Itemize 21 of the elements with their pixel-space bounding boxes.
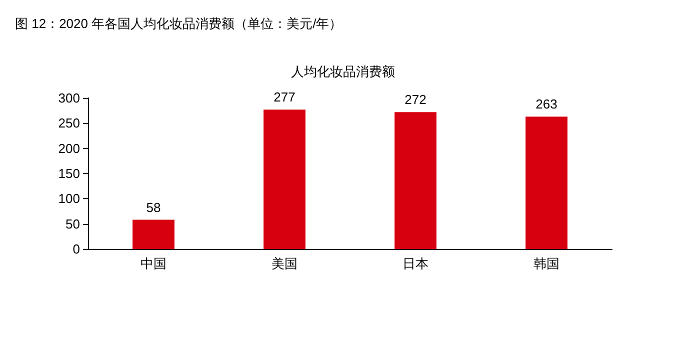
chart-title: 图 12：2020 年各国人均化妆品消费额（单位：美元/年） bbox=[15, 16, 342, 31]
data-label: 272 bbox=[404, 92, 426, 108]
chart-subtitle: 人均化妆品消费额 bbox=[291, 64, 395, 79]
data-label: 277 bbox=[274, 90, 296, 105]
y-tick-label: 250 bbox=[58, 116, 80, 131]
x-tick-label: 美国 bbox=[272, 256, 298, 271]
y-tick-label: 150 bbox=[58, 166, 80, 181]
y-tick-label: 300 bbox=[58, 90, 80, 106]
y-tick-label: 100 bbox=[58, 191, 80, 206]
data-label: 263 bbox=[536, 96, 558, 112]
bar bbox=[394, 112, 436, 249]
y-tick-label: 200 bbox=[58, 140, 80, 156]
y-tick-label: 0 bbox=[72, 242, 80, 256]
x-tick-label: 中国 bbox=[140, 256, 166, 271]
data-label: 58 bbox=[146, 200, 161, 215]
y-tick-label: 50 bbox=[66, 216, 80, 232]
bar bbox=[132, 220, 174, 249]
bar bbox=[526, 116, 568, 249]
bar bbox=[264, 110, 306, 249]
x-tick-label: 日本 bbox=[402, 256, 428, 271]
x-tick-label: 韩国 bbox=[534, 256, 560, 271]
